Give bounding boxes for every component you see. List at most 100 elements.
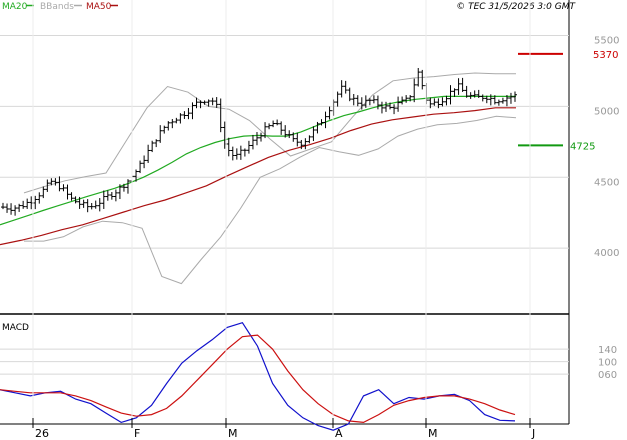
ohlc-bar [504,95,509,107]
ohlc-bar [476,89,481,98]
ohlc-bar [291,132,296,142]
ohlc-bar [436,98,441,109]
ohlc-bar [388,102,393,110]
ohlc-bar [13,205,18,216]
ohlc-bar [480,94,485,102]
price-tick-label: 5500 [594,35,619,46]
ma20-line [0,95,516,226]
ohlc-bar [158,125,163,143]
ohlc-bar [319,119,324,126]
level-label-5370: 5370 [593,50,618,61]
ohlc-bar [53,178,58,186]
ohlc-bar [89,203,94,210]
ohlc-bar [404,95,409,103]
ohlc-bar [440,97,445,107]
x-tick-label: A [335,427,343,440]
ohlc-bar [138,160,143,174]
ohlc-bar [416,68,421,87]
ohlc-bar [218,98,223,133]
ohlc-bar [250,134,255,150]
macd-line [0,321,516,431]
ohlc-bar [271,120,276,128]
ohlc-bar [101,190,106,209]
ohlc-bar [154,139,159,148]
price-y-axis: 5500 5000 4500 4000 [594,35,619,259]
ohlc-bar [456,78,461,95]
ohlc-bar [5,203,10,213]
ohlc-bar [109,191,114,200]
ohlc-bar [25,198,30,209]
ohlc-bar [226,137,231,157]
ohlc-bar [234,148,239,160]
ohlc-bar [97,198,102,212]
ohlc-bar [105,190,110,201]
ohlc-bar [452,88,457,97]
ohlc-bar [254,132,259,146]
ohlc-bar [412,78,417,103]
ohlc-bar [198,100,203,109]
ohlc-bar [1,202,5,210]
price-bars [1,68,517,216]
ohlc-bar [182,111,187,119]
ohlc-bar [41,186,46,199]
ohlc-bar [432,98,437,106]
ohlc-bar [347,87,352,102]
macd-lines [0,321,516,431]
ohlc-bar [69,192,74,201]
ohlc-bar [259,132,264,142]
ohlc-bar [464,85,469,98]
ohlc-bar [400,96,405,105]
price-grid [0,34,569,249]
ohlc-bar [206,99,211,107]
ohlc-bar [444,95,449,106]
bollinger-lower-line [24,115,517,285]
ohlc-bar [194,97,199,109]
moving-averages [0,95,516,246]
ohlc-bar [343,80,348,94]
ohlc-bar [263,122,268,139]
ohlc-bar [85,199,90,213]
ohlc-bar [186,107,191,120]
ohlc-bar [49,178,54,186]
ohlc-bar [81,199,86,208]
ohlc-bar [61,184,66,192]
legend: MA20 BBands MA50 [2,2,118,12]
ohlc-bar [190,102,195,120]
ohlc-bar [460,77,465,92]
legend-bbands: BBands [40,2,74,12]
ohlc-bar [420,69,425,90]
ohlc-bar [210,97,215,106]
ohlc-bar [21,200,26,209]
ohlc-bar [315,121,320,134]
ohlc-bar [33,195,38,210]
ohlc-bar [375,95,380,110]
macd-tick-label: 140 [598,345,617,356]
ohlc-bar [287,130,292,139]
ohlc-bar [355,95,360,107]
ohlc-bar [37,192,42,204]
ohlc-bar [279,121,284,135]
ohlc-bar [77,196,82,209]
ohlc-bar [162,125,167,134]
ohlc-bar [65,184,70,200]
macd-title: MACD [2,323,29,333]
legend-ma20: MA20 [2,2,28,12]
ohlc-bar [508,92,513,104]
ohlc-bar [303,138,308,150]
ohlc-bar [299,139,304,150]
ohlc-bar [174,117,179,124]
x-tick-label: 26 [35,427,49,440]
price-tick-label: 5000 [594,106,619,117]
ohlc-bar [17,203,22,212]
x-tick-label: J [531,427,535,440]
macd-signal-line [0,334,516,424]
ohlc-bar [428,97,433,109]
ohlc-bar [379,101,384,114]
ohlc-bar [323,111,328,129]
ohlc-bar [73,196,78,204]
ohlc-bar [275,119,280,126]
ohlc-bar [238,145,243,160]
